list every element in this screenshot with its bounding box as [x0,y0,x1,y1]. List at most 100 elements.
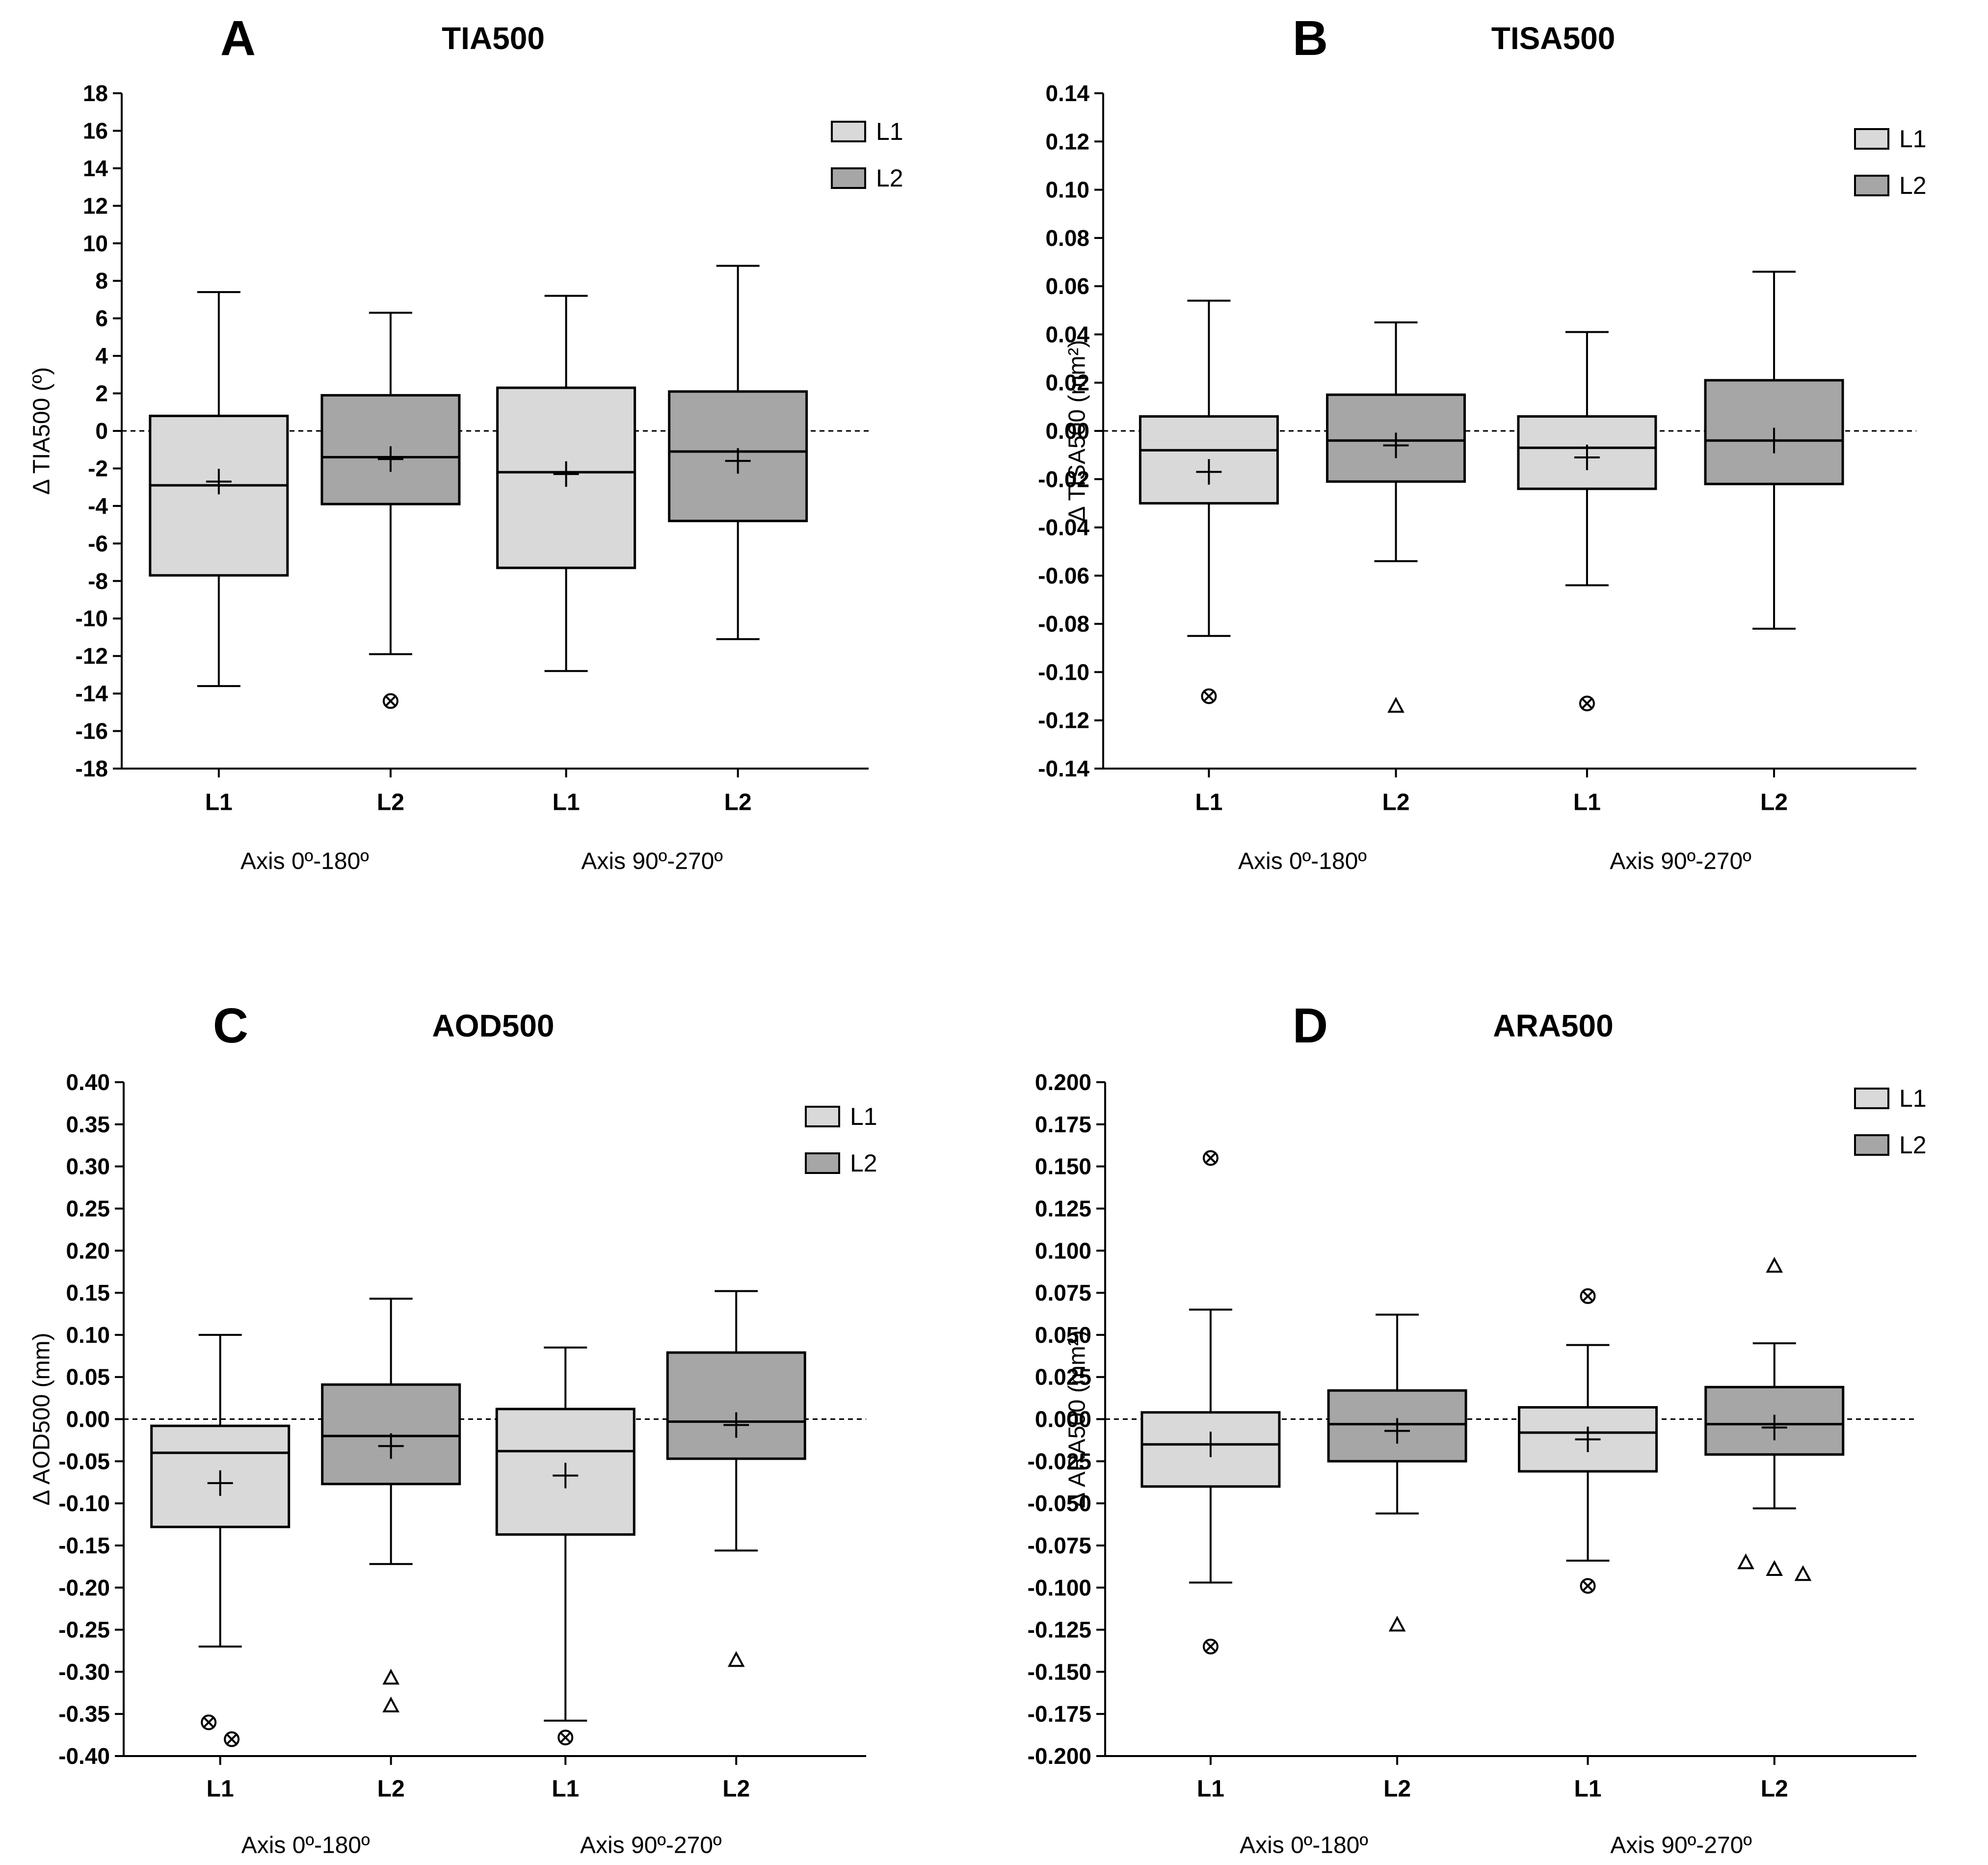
legend-label: L2 [876,164,903,192]
y-tick-label: -10 [76,606,108,631]
mean-marker [1383,432,1409,458]
legend-label: L2 [1899,172,1927,199]
outlier-circle-x-icon [1202,1638,1219,1654]
legend-swatch [1854,1088,1889,1109]
panel-letter: A [220,11,256,66]
y-tick-label: 0.14 [1045,80,1089,106]
y-tick-label: 0.30 [66,1154,110,1179]
outlier-circle-x-icon [1201,688,1217,704]
box-1 [149,291,289,687]
box-3 [496,294,636,672]
legend-swatch [1854,175,1889,196]
legend-label: L1 [876,118,903,145]
y-tick-label: -8 [88,568,108,594]
y-tick-label: -14 [76,681,108,706]
x-category-label: L1 [1195,790,1222,816]
legend: L1 L2 [1854,125,1927,199]
y-tick-label: -0.08 [1038,611,1089,637]
chart-title: TISA500 [1491,21,1616,56]
x-category-label: L1 [1574,1776,1602,1802]
y-tick-label: -0.35 [58,1701,110,1727]
y-tick-label: 0.175 [1035,1112,1091,1137]
y-tick-label: 0.06 [1045,273,1089,299]
y-tick-label: -0.025 [1028,1448,1091,1474]
legend-label: L2 [1899,1131,1927,1159]
y-tick-label: 12 [83,193,108,218]
chart-title: AOD500 [432,1008,555,1043]
y-tick-label: -0.200 [1028,1743,1091,1769]
y-tick-label: 0.125 [1035,1196,1091,1221]
y-axis-label: Δ TIA500 (º) [29,367,55,495]
y-tick-label: 0.100 [1035,1238,1091,1263]
y-tick-label: 6 [95,306,108,331]
box-2 [320,312,461,709]
box-4 [1704,270,1844,630]
outlier-triangle-icon [1794,1565,1812,1581]
y-tick-label: -0.04 [1038,515,1089,540]
outlier-circle-x-icon [1579,695,1595,712]
box-3 [1517,331,1657,712]
y-tick-label: 0.12 [1045,129,1089,154]
mean-marker [207,1470,233,1496]
x-category-label: L1 [552,1776,579,1802]
outlier-circle-x-icon [382,693,398,709]
y-tick-label: 0.40 [66,1069,110,1095]
y-tick-label: -0.075 [1028,1533,1091,1558]
legend-swatch [831,167,866,189]
y-tick-label: -0.175 [1028,1701,1091,1727]
mean-marker [1574,445,1600,471]
mean-marker [1197,1431,1223,1457]
box-3 [495,1346,636,1746]
outlier-circle-x-icon [557,1730,574,1746]
x-category-label: L2 [1383,1776,1411,1802]
panel-a: A TIA500 18 16 14 12 10 8 6 4 2 0 -2 -4 -6 -8 -10 -12 -14 -… [29,11,903,875]
mean-marker [1384,1418,1410,1444]
y-tick-label: 0.075 [1035,1280,1091,1306]
outlier-circle-x-icon [1580,1288,1596,1304]
mean-marker [1575,1426,1601,1452]
group-label: Axis 0º-180º [240,849,369,875]
y-tick-label: 0.04 [1045,321,1089,347]
legend-swatch [805,1106,840,1127]
box-4 [1704,1256,1845,1581]
mean-marker [1761,427,1787,453]
y-tick-label: -0.14 [1038,756,1089,781]
legend: L1 L2 [831,118,903,192]
x-category-label: L1 [1573,790,1601,816]
y-tick-label: -0.100 [1028,1575,1091,1600]
y-tick-label: 2 [95,381,108,406]
y-tick-label: -0.25 [58,1617,110,1643]
y-tick-label: 0.15 [66,1280,110,1306]
box-iqr [1518,1406,1658,1473]
y-axis-label: Δ TISA500 (mm²) [1064,340,1090,522]
y-axis-label: Δ ARA500 (mm²) [1064,1330,1090,1508]
panel-d: D ARA500 0.200 0.175 0.150 0.125 0.100 0.075 0.0… [1028,998,1927,1859]
y-tick-label: 18 [83,80,108,106]
box-1 [150,1333,291,1747]
group-label: Axis 0º-180º [1240,1833,1368,1859]
box-iqr [1704,1385,1845,1456]
y-tick-label: -0.05 [58,1448,110,1474]
mean-marker [725,448,751,474]
legend: L1 L2 [805,1103,877,1177]
y-tick-label: 4 [95,343,108,369]
panel-letter: B [1293,11,1328,66]
outlier-triangle-icon [1387,697,1405,713]
outlier-triangle-icon [1766,1256,1783,1273]
y-tick-label: 0.025 [1035,1364,1091,1390]
y-tick-label: 0.10 [1045,177,1089,203]
group-label: Axis 90º-270º [1610,849,1751,875]
y-tick-label: -0.06 [1038,563,1089,588]
mean-marker [553,461,579,487]
outlier-triangle-icon [1388,1616,1406,1632]
y-tick-label: -6 [88,531,108,556]
y-axis-label: Δ AOD500 (mm) [29,1332,55,1505]
x-category-label: L2 [1382,790,1410,816]
box-iqr [149,414,289,577]
group-label: Axis 0º-180º [1238,849,1367,875]
y-tick-label: -4 [88,493,108,519]
y-tick-label: -16 [76,719,108,744]
y-tick-label: -0.30 [58,1659,110,1684]
y-tick-label: 14 [83,156,108,181]
